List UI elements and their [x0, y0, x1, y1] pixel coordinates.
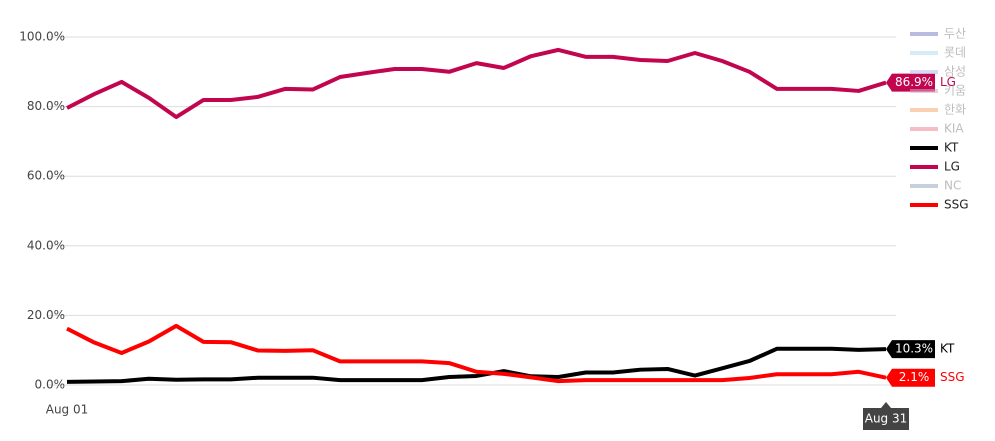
end-label: 10.3% KT	[886, 340, 955, 359]
legend-item[interactable]: 두산	[910, 27, 966, 41]
legend-item[interactable]: 롯데	[910, 46, 966, 60]
series-line	[66, 346, 887, 384]
end-label-value: 2.1%	[899, 370, 930, 384]
end-label-name: KT	[940, 342, 955, 356]
series-line	[66, 323, 887, 384]
legend-label: 삼성	[944, 65, 966, 79]
end-label-name: SSG	[940, 370, 965, 384]
end-label: 86.9% LG	[886, 73, 956, 92]
y-tick-label: 20.0%	[27, 308, 65, 322]
end-label-box	[886, 340, 935, 359]
x-tick-label: Aug 01	[46, 403, 89, 417]
series-line	[66, 47, 887, 120]
y-tick-label: 80.0%	[27, 99, 65, 113]
legend-item[interactable]: LG	[910, 160, 960, 174]
y-tick-label: 100.0%	[19, 30, 65, 44]
legend-label: KIA	[944, 122, 964, 136]
end-label-box	[886, 368, 935, 387]
legend-item[interactable]: NC	[910, 179, 961, 193]
legend-item[interactable]: 삼성	[910, 65, 966, 79]
legend-label: NC	[944, 179, 961, 193]
legend-label: KT	[944, 141, 959, 155]
tooltip-box	[863, 402, 909, 430]
legend-item[interactable]: KT	[910, 141, 959, 155]
end-label-value: 86.9%	[895, 75, 933, 89]
legend-label: LG	[944, 160, 960, 174]
y-tick-label: 60.0%	[27, 169, 65, 183]
legend-label: 롯데	[944, 46, 966, 60]
legend-item[interactable]: KIA	[910, 122, 964, 136]
legend-item[interactable]: SSG	[910, 198, 969, 212]
legend-label: 한화	[944, 103, 966, 117]
legend-item[interactable]: 한화	[910, 103, 966, 117]
y-tick-label: 0.0%	[35, 378, 66, 392]
legend-label: SSG	[944, 198, 969, 212]
end-label: 2.1% SSG	[886, 368, 965, 387]
legend-label: 두산	[944, 27, 966, 41]
end-label-value: 10.3%	[895, 342, 933, 356]
end-label-name: LG	[940, 75, 956, 89]
y-tick-label: 40.0%	[27, 238, 65, 252]
legend-item[interactable]: 키움	[910, 84, 966, 98]
end-label-box	[886, 73, 935, 92]
legend-label: 키움	[944, 84, 966, 98]
tooltip-label: Aug 31	[865, 412, 908, 426]
